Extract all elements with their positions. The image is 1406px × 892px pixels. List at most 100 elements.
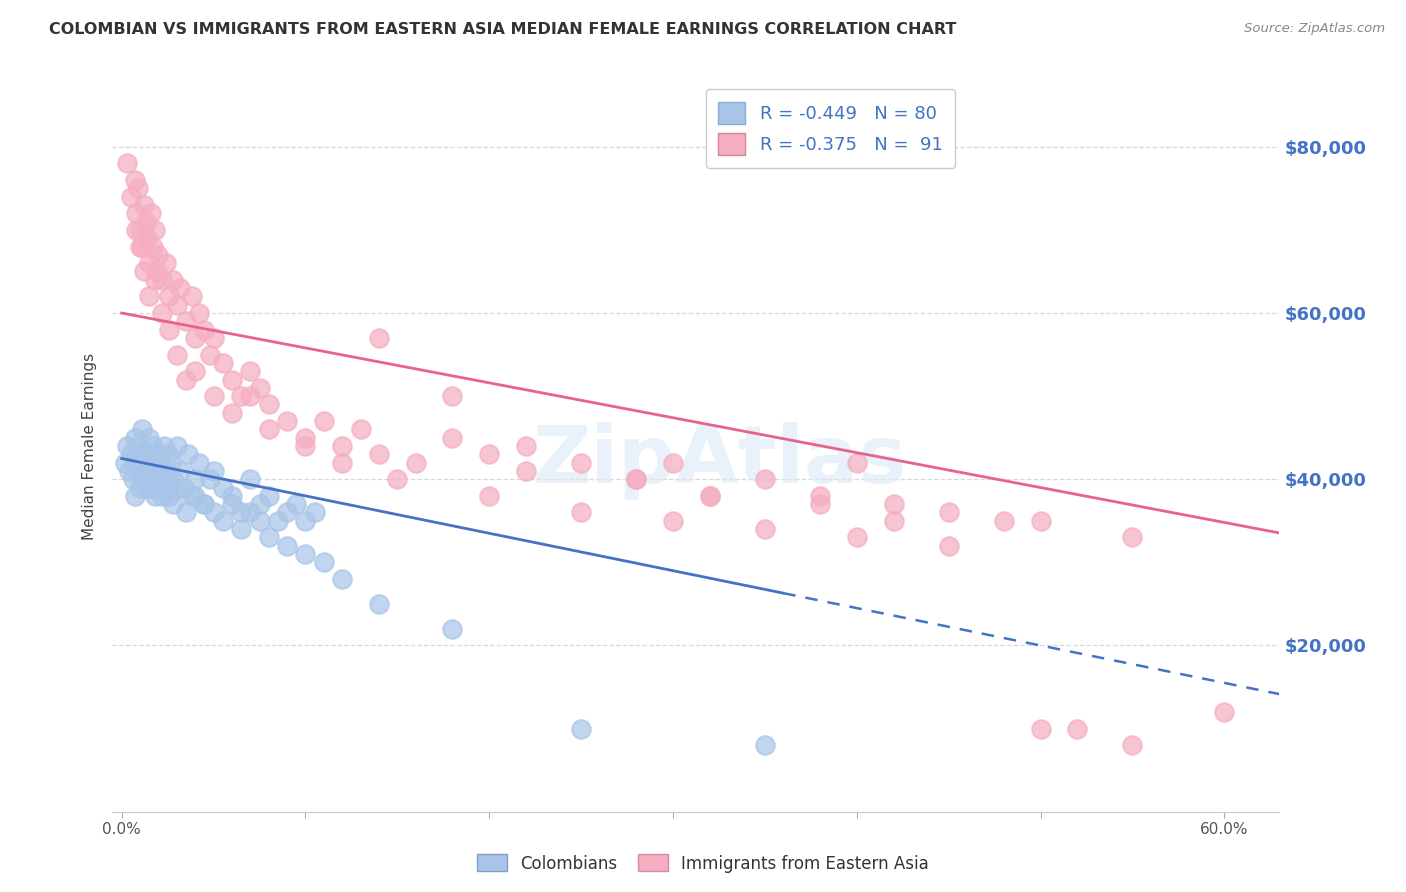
- Point: [160, 456, 183, 470]
- Point: [312, 555, 335, 569]
- Point: [169, 281, 191, 295]
- Point: [202, 331, 225, 345]
- Point: [276, 539, 298, 553]
- Point: [754, 472, 776, 486]
- Point: [125, 447, 148, 461]
- Point: [267, 514, 290, 528]
- Point: [1121, 530, 1143, 544]
- Point: [129, 223, 152, 237]
- Point: [808, 489, 831, 503]
- Point: [153, 439, 176, 453]
- Point: [136, 472, 159, 486]
- Point: [285, 497, 308, 511]
- Point: [143, 464, 166, 478]
- Point: [808, 497, 831, 511]
- Point: [150, 481, 173, 495]
- Point: [330, 456, 353, 470]
- Point: [162, 497, 184, 511]
- Point: [166, 481, 188, 495]
- Point: [239, 364, 262, 378]
- Point: [883, 497, 905, 511]
- Point: [1213, 705, 1236, 719]
- Point: [349, 422, 371, 436]
- Point: [135, 214, 157, 228]
- Point: [143, 223, 166, 237]
- Point: [221, 406, 243, 420]
- Point: [125, 206, 148, 220]
- Point: [569, 722, 592, 736]
- Point: [569, 506, 592, 520]
- Point: [155, 472, 177, 486]
- Point: [127, 181, 149, 195]
- Point: [229, 522, 252, 536]
- Point: [139, 481, 162, 495]
- Point: [993, 514, 1015, 528]
- Point: [569, 456, 592, 470]
- Point: [405, 456, 427, 470]
- Point: [138, 256, 160, 270]
- Point: [845, 530, 868, 544]
- Point: [166, 439, 188, 453]
- Point: [754, 522, 776, 536]
- Point: [626, 472, 648, 486]
- Point: [515, 439, 537, 453]
- Point: [249, 497, 271, 511]
- Point: [229, 506, 252, 520]
- Point: [330, 572, 353, 586]
- Point: [193, 323, 215, 337]
- Point: [211, 356, 233, 370]
- Point: [515, 464, 537, 478]
- Point: [120, 447, 142, 461]
- Point: [198, 347, 221, 362]
- Point: [129, 481, 152, 495]
- Point: [150, 273, 173, 287]
- Point: [198, 472, 221, 486]
- Point: [239, 472, 262, 486]
- Legend: Colombians, Immigrants from Eastern Asia: Colombians, Immigrants from Eastern Asia: [471, 847, 935, 880]
- Point: [125, 456, 148, 470]
- Point: [169, 464, 191, 478]
- Point: [249, 514, 271, 528]
- Point: [159, 289, 181, 303]
- Point: [142, 239, 165, 253]
- Point: [294, 439, 316, 453]
- Point: [155, 464, 177, 478]
- Point: [294, 514, 316, 528]
- Point: [845, 456, 868, 470]
- Point: [174, 372, 197, 386]
- Point: [239, 506, 262, 520]
- Point: [229, 389, 252, 403]
- Point: [121, 472, 143, 486]
- Point: [312, 414, 335, 428]
- Point: [115, 156, 138, 170]
- Point: [249, 381, 271, 395]
- Point: [145, 264, 167, 278]
- Point: [166, 347, 188, 362]
- Point: [132, 472, 155, 486]
- Point: [177, 447, 200, 461]
- Point: [478, 489, 501, 503]
- Point: [132, 264, 155, 278]
- Point: [294, 547, 316, 561]
- Point: [138, 456, 160, 470]
- Point: [148, 248, 170, 262]
- Point: [184, 364, 207, 378]
- Point: [150, 489, 173, 503]
- Point: [754, 738, 776, 752]
- Point: [211, 514, 233, 528]
- Point: [139, 206, 162, 220]
- Text: Source: ZipAtlas.com: Source: ZipAtlas.com: [1244, 22, 1385, 36]
- Point: [938, 539, 960, 553]
- Point: [131, 239, 153, 253]
- Point: [184, 472, 207, 486]
- Point: [184, 489, 207, 503]
- Point: [294, 431, 316, 445]
- Point: [145, 447, 167, 461]
- Point: [148, 464, 170, 478]
- Point: [129, 464, 152, 478]
- Point: [202, 464, 225, 478]
- Point: [1121, 738, 1143, 752]
- Point: [276, 506, 298, 520]
- Point: [132, 464, 155, 478]
- Point: [174, 506, 197, 520]
